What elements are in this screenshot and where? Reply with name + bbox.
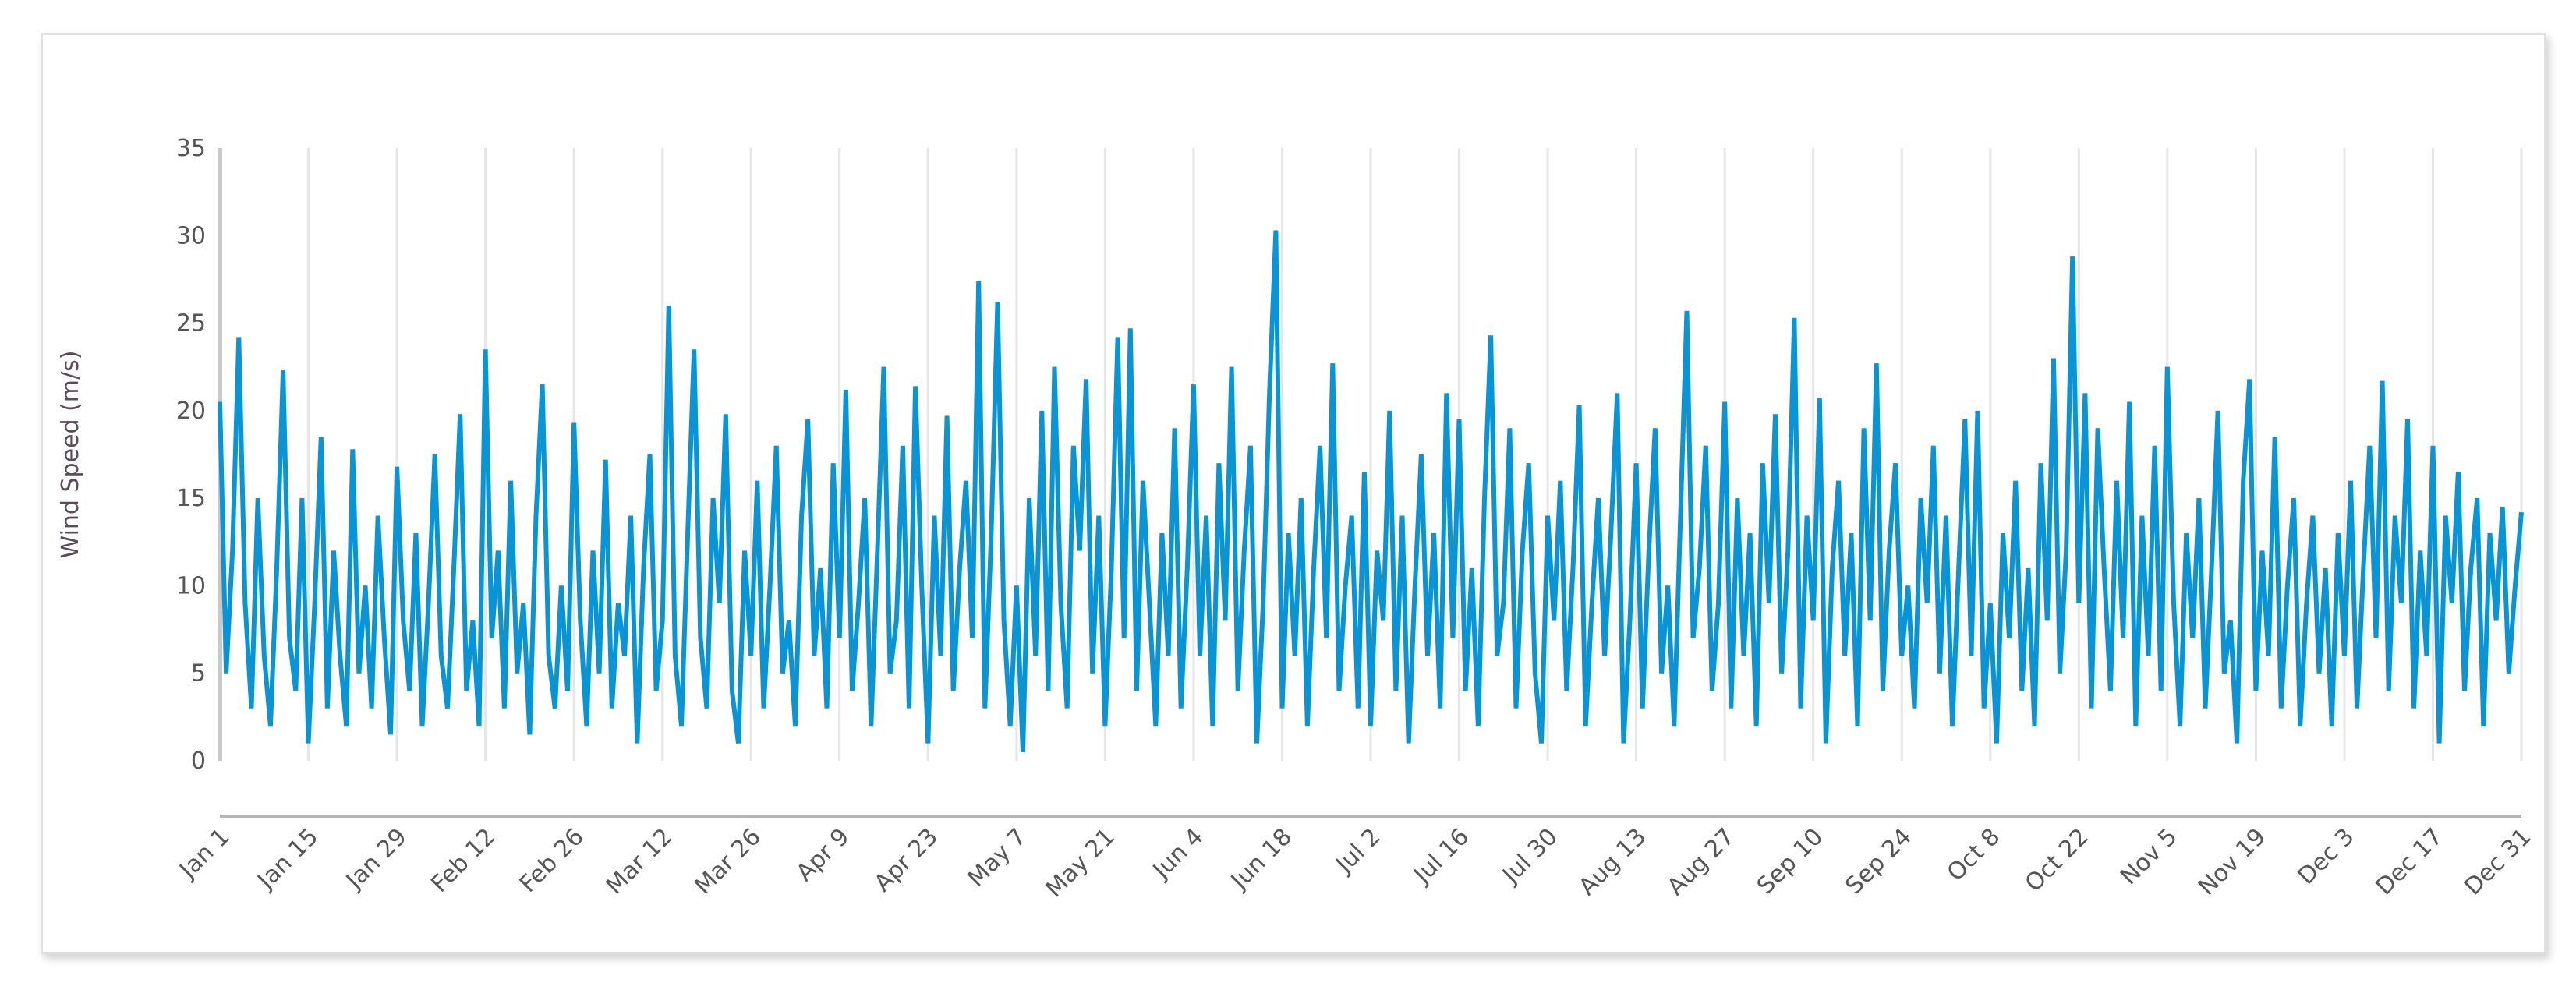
y-tick-label: 15 [176,485,206,512]
series-line-wind-speed [218,230,2524,752]
y-tick-label: 30 [176,222,206,249]
x-tick-label: Apr 23 [869,823,943,897]
x-tick-label: Jul 16 [1408,823,1474,889]
y-tick-label: 0 [191,748,206,775]
x-tick-label: Sep 10 [1752,823,1828,900]
x-tick-label: Oct 8 [1942,823,2006,887]
y-tick-label: 25 [176,310,206,338]
x-tick-label: Jun 18 [1225,823,1297,896]
x-tick-label: Jan 29 [340,823,412,896]
y-tick-label: 10 [176,572,206,599]
y-tick-label: 20 [176,398,206,425]
y-tick-label: 5 [191,660,206,688]
x-tick-label: Feb 12 [426,823,501,898]
x-tick-label: Jun 4 [1147,823,1209,886]
x-tick-label: Oct 22 [2020,823,2094,897]
x-tick-label: Dec 31 [2459,823,2537,901]
x-tick-label: Nov 19 [2193,823,2271,901]
y-axis-label: Wind Speed (m/s) [57,351,84,559]
x-tick-label: Sep 24 [1840,823,1916,900]
x-tick-label: Jan 15 [252,823,324,896]
x-tick-label: May 21 [1041,823,1120,903]
x-tick-label: Aug 27 [1662,823,1740,901]
x-tick-label: Jul 2 [1330,823,1386,879]
x-tick-label: Apr 9 [791,823,855,887]
x-tick-label: Jul 30 [1496,823,1562,889]
y-tick-label: 35 [176,135,206,162]
y-tick-labels: 0 5 10 15 20 25 30 35 [176,135,206,775]
x-tick-label: Nov 5 [2115,823,2182,890]
x-tick-label: Mar 26 [689,823,766,900]
x-tick-label: Dec 17 [2371,823,2449,901]
x-tick-label: Dec 3 [2293,823,2360,890]
x-tick-label: May 7 [963,823,1032,893]
x-tick-labels: Jan 1 Jan 15 Jan 29 Feb 12 Feb 26 Mar 12 Mar 2… [174,823,2537,903]
x-tick-label: Jan 1 [174,823,235,885]
x-tick-label: Aug 13 [1573,823,1651,901]
x-tick-label: Mar 12 [601,823,678,900]
x-tick-label: Feb 26 [515,823,589,898]
